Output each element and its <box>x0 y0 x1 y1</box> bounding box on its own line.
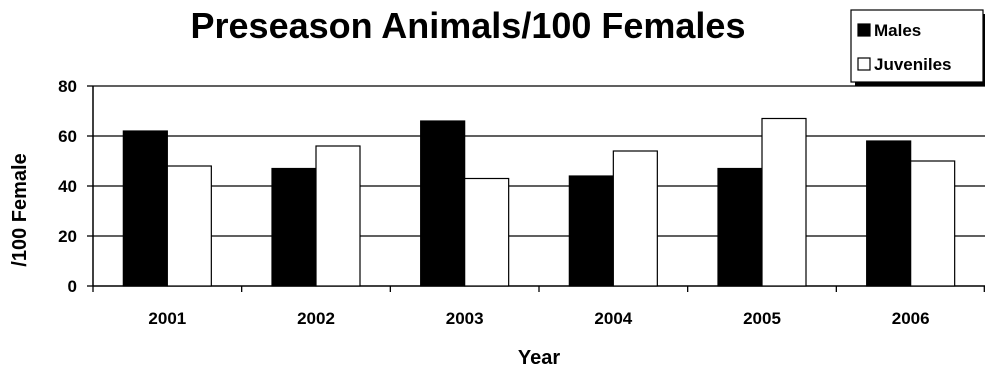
bar-juveniles <box>612 150 658 287</box>
y-axis-label: /100 Female <box>9 153 31 266</box>
x-tick-label: 2004 <box>594 309 632 328</box>
bar-juveniles <box>315 145 361 287</box>
legend: Males Juveniles <box>850 9 985 86</box>
bar-males <box>122 130 168 287</box>
legend-label-males: Males <box>874 21 921 40</box>
x-tick-label: 2001 <box>148 309 186 328</box>
bar-juveniles <box>761 117 807 287</box>
x-tick-label: 2005 <box>743 309 781 328</box>
y-tick-label: 80 <box>58 77 77 96</box>
y-tick-label: 60 <box>58 127 77 146</box>
bar-males <box>717 167 763 287</box>
bar-males <box>271 167 317 287</box>
legend-label-juveniles: Juveniles <box>874 55 952 74</box>
bar-males <box>420 120 466 287</box>
bar-males <box>866 140 912 287</box>
x-tick-label: 2006 <box>892 309 930 328</box>
bar-juveniles <box>464 177 510 287</box>
plot-area: 0 20 40 60 80 2001 2002 2003 2004 2005 2006 <box>58 77 985 328</box>
bar-males <box>568 175 614 287</box>
x-axis-label: Year <box>518 347 560 369</box>
bar-juveniles <box>166 165 212 287</box>
y-tick-label: 40 <box>58 177 77 196</box>
x-tick-label: 2003 <box>446 309 484 328</box>
x-tick-label: 2002 <box>297 309 335 328</box>
chart-title: Preseason Animals/100 Females <box>191 5 746 46</box>
legend-swatch-males <box>857 23 871 37</box>
bar-juveniles <box>910 160 956 287</box>
y-tick-label: 20 <box>58 227 77 246</box>
legend-swatch-juveniles <box>857 57 871 71</box>
y-tick-label: 0 <box>68 277 77 296</box>
legend-box <box>850 9 984 83</box>
